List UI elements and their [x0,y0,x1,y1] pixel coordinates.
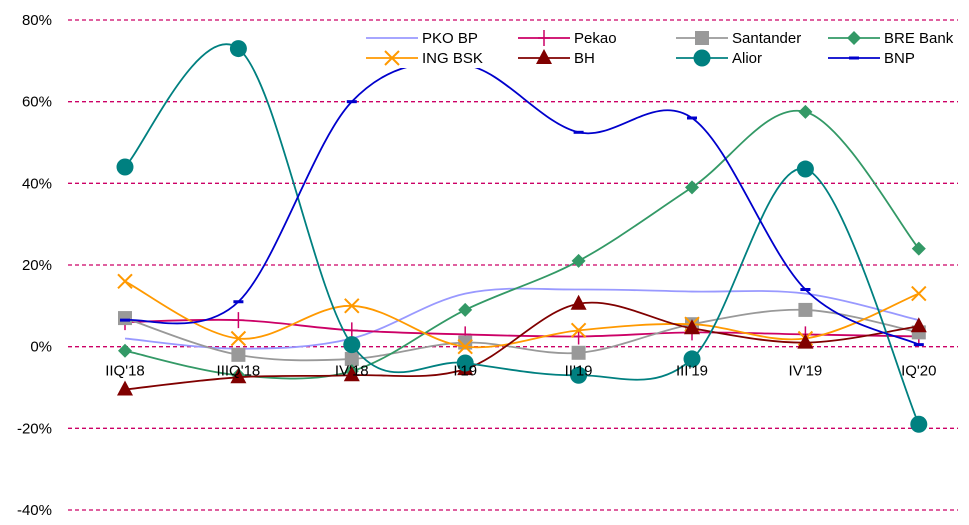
data-point-marker [570,366,588,384]
legend-marker [536,49,552,64]
data-point-marker [120,318,130,322]
data-point-marker [343,366,360,382]
x-tick-label: I'19 [453,363,477,380]
data-point-marker [118,343,132,358]
data-point-marker [229,40,247,58]
x-tick-label: IV'19 [789,363,823,380]
legend-item: Alior [676,49,762,67]
x-tick-label: IQ'20 [901,363,936,380]
data-point-marker [798,302,813,317]
y-tick-label: 40% [22,175,52,192]
y-tick-label: 20% [22,257,52,274]
series-line [124,280,920,349]
data-point-marker [230,330,247,347]
legend-marker [384,50,400,66]
data-point-marker [798,104,813,119]
data-point-marker [911,285,927,302]
data-point-marker [571,345,586,360]
y-tick-label: 0% [30,339,52,356]
legend-background [360,24,950,68]
y-tick-label: 60% [22,94,52,111]
data-point-marker [118,311,132,326]
data-point-marker [913,343,924,347]
series-line [124,301,919,391]
legend-item: PKO BP [366,30,478,47]
data-point-marker [570,294,587,310]
data-point-marker [911,241,926,256]
data-point-marker [684,319,700,335]
legend-marker [849,56,859,60]
legend-label: PKO BP [422,30,478,47]
data-point-marker [685,180,699,195]
legend-marker [695,31,709,45]
y-tick-label: -40% [17,502,52,519]
data-point-marker [796,160,814,178]
x-axis-tick-labels: IIQ'18 IIIQ'18 IV'18 I'19 II'19 III'19 IV'19 IQ… [105,363,936,380]
legend-marker [847,31,861,45]
legend-label: BH [574,50,595,67]
x-tick-label: IIQ'18 [105,363,145,380]
legend-marker [538,30,550,46]
legend-label: Alior [732,50,762,67]
data-point-marker [233,300,244,304]
data-point-marker [571,253,586,268]
series-line [124,308,919,362]
legend-marker [693,49,711,67]
series-alior [116,40,928,433]
series-bh [117,294,927,396]
x-tick-label: II'19 [565,363,593,380]
data-point-marker [117,273,133,290]
data-point-marker [343,336,361,354]
data-point-marker [570,322,587,339]
gridlines [68,19,958,511]
legend-item: BNP [828,50,915,67]
data-point-marker [344,351,359,366]
x-tick-label: III'19 [676,363,708,380]
x-tick-label: IV'18 [335,363,369,380]
data-point-marker [457,338,473,355]
legend-label: BNP [884,50,915,67]
legend-item: Santander [676,30,801,47]
data-point-marker [800,288,811,291]
data-point-marker [687,116,697,120]
series-lines [116,40,928,433]
y-tick-label: -20% [17,420,52,437]
data-point-marker [117,380,133,396]
data-point-marker [344,298,360,314]
series-line [124,62,920,346]
legend-item: Pekao [518,30,617,47]
data-point-marker [346,100,357,104]
y-axis-tick-labels: 80% 60% 40% 20% 0% -20% -40% [17,12,52,519]
legend-label: Santander [732,30,801,47]
data-point-marker [231,347,246,362]
legend-item: ING BSK [366,50,483,67]
legend-item: BRE Bank [828,30,954,47]
series-line [124,318,919,338]
data-point-marker [910,317,927,333]
data-point-marker [458,302,473,317]
data-point-marker [116,158,134,176]
legend-item: BH [518,49,595,67]
legend-label: Pekao [574,30,617,47]
legend-label: ING BSK [422,50,483,67]
data-point-marker [232,312,245,329]
data-point-marker [910,415,928,433]
data-point-marker [230,368,247,384]
x-tick-label: IIIQ'18 [217,363,261,380]
y-tick-label: 80% [22,12,52,29]
legend: PKO BP Pekao Santander BRE Bank ING BSK BH Ali… [360,24,954,68]
data-point-marker [573,130,584,134]
data-point-marker [683,350,701,368]
data-point-marker [456,354,474,372]
data-point-marker [345,322,358,339]
legend-label: BRE Bank [884,30,954,47]
data-point-marker [797,333,814,349]
